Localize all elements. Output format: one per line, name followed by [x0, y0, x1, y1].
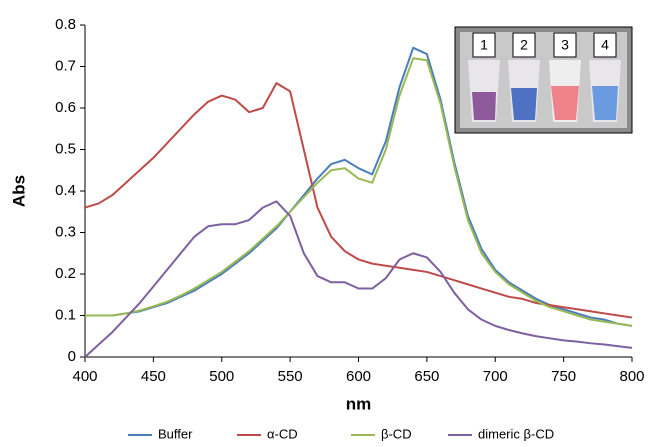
inset-label: 2: [520, 37, 528, 53]
legend-label: Buffer: [158, 426, 193, 441]
tube-solution: [472, 92, 496, 120]
x-axis-title: nm: [346, 394, 372, 413]
y-tick-label: 0.5: [55, 140, 76, 157]
x-tick-label: 750: [551, 368, 576, 385]
y-axis-title: Abs: [9, 175, 28, 207]
inset-label: 3: [561, 37, 569, 53]
x-tick-label: 800: [619, 368, 644, 385]
y-tick-label: 0.3: [55, 223, 76, 240]
y-tick-label: 0.1: [55, 306, 76, 323]
tube-solution: [551, 86, 579, 120]
tube-solution: [592, 86, 618, 120]
inset-label: 1: [480, 37, 488, 53]
inset-label-box: [512, 32, 536, 58]
y-tick-label: 0.2: [55, 265, 76, 282]
legend-label: dimeric β-CD: [478, 426, 554, 441]
x-tick-label: 550: [278, 368, 303, 385]
x-tick-label: 650: [414, 368, 439, 385]
series-line: [84, 200, 633, 358]
y-tick-label: 0.4: [55, 182, 76, 199]
x-tick-label: 450: [141, 368, 166, 385]
inset-label-box: [472, 32, 496, 58]
inset-label: 4: [601, 37, 609, 53]
y-tick-label: 0: [68, 348, 76, 365]
tube-solution: [511, 88, 537, 120]
y-tick-label: 0.8: [55, 16, 76, 33]
x-tick-label: 600: [346, 368, 371, 385]
legend-label: β-CD: [381, 426, 412, 441]
x-tick-label: 500: [209, 368, 234, 385]
series-line: [85, 46, 633, 327]
y-tick-label: 0.6: [55, 99, 76, 116]
legend-label: α-CD: [267, 426, 298, 441]
x-tick-label: 700: [483, 368, 508, 385]
inset-label-box: [553, 32, 577, 58]
y-tick-label: 0.7: [55, 57, 76, 74]
series-line: [85, 57, 633, 327]
inset-label-box: [593, 32, 617, 58]
x-tick-label: 400: [72, 368, 97, 385]
